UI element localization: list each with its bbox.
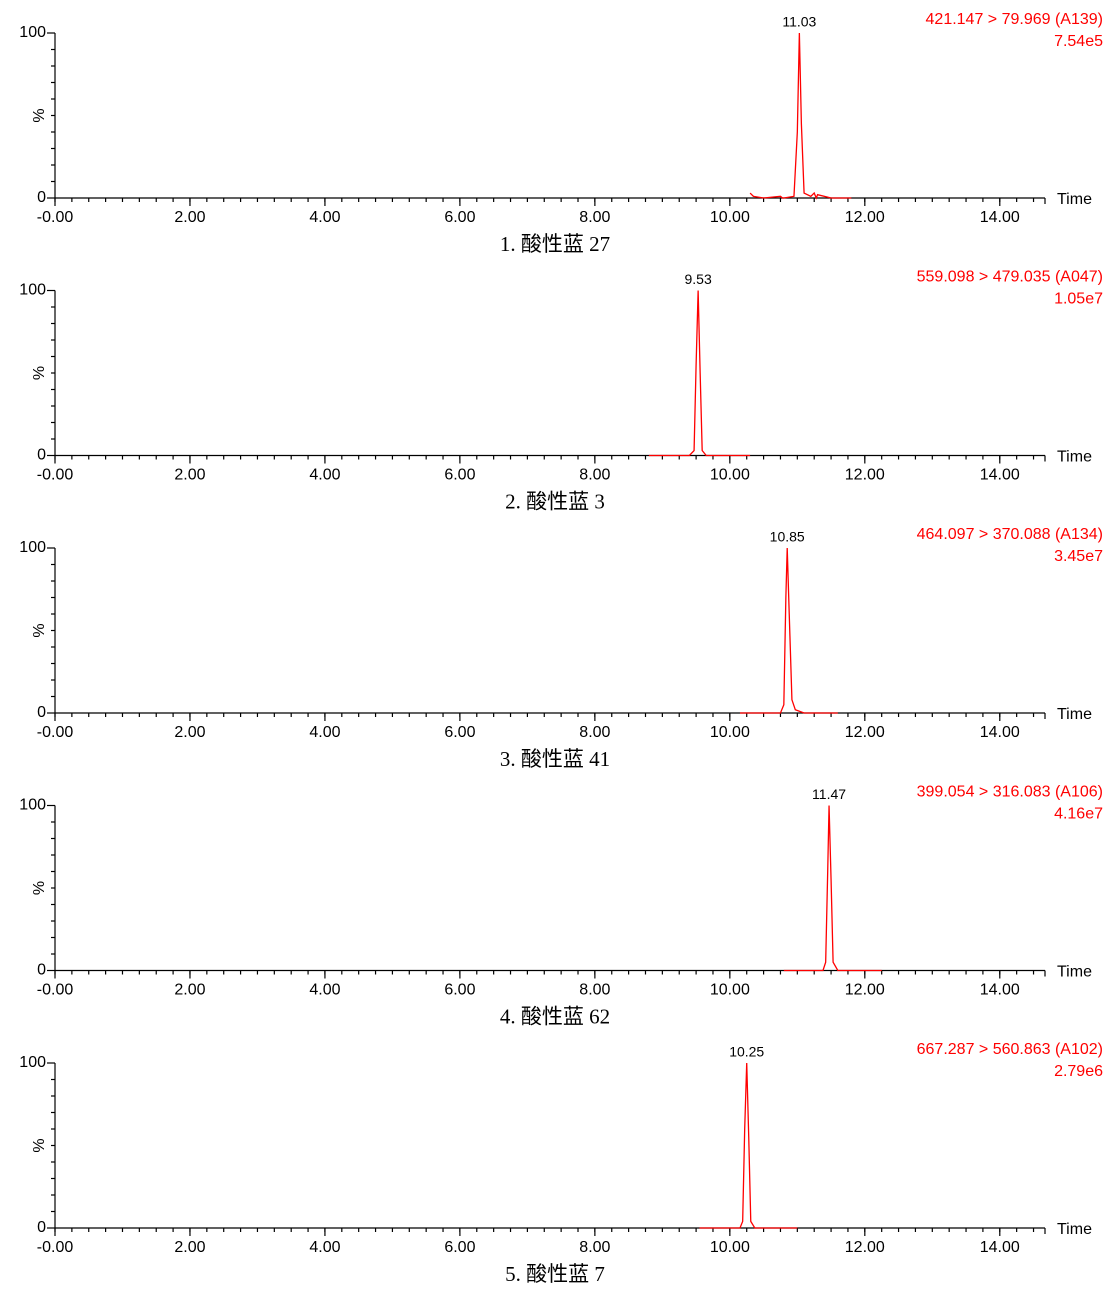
transition: 559.098 > 479.035 (A047) (917, 269, 1103, 286)
chart-caption: 1. 酸性蓝 27 (500, 232, 610, 256)
x-tick-label: 8.00 (579, 209, 610, 226)
x-tick-label: 8.00 (579, 724, 610, 741)
y-axis-label: % (31, 366, 48, 380)
x-tick-label: 10.00 (710, 982, 750, 999)
x-tick-label: 8.00 (579, 982, 610, 999)
peak-label: 10.25 (729, 1044, 764, 1060)
x-tick-label: 14.00 (980, 982, 1020, 999)
trace (648, 290, 751, 457)
x-tick-label: 4.00 (309, 1239, 340, 1256)
x-tick-label: -0.00 (37, 209, 74, 226)
y-tick-label: 100 (19, 282, 46, 299)
peak-label: 9.53 (685, 271, 712, 287)
x-tick-label: 4.00 (309, 467, 340, 484)
y-axis-label: % (31, 108, 48, 122)
x-tick-label: 4.00 (309, 982, 340, 999)
x-tick-label: 14.00 (980, 724, 1020, 741)
trace (699, 1062, 798, 1229)
trace (783, 805, 882, 972)
y-tick-label: 100 (19, 797, 46, 814)
trace (739, 547, 838, 714)
x-tick-label: 14.00 (980, 1239, 1020, 1256)
x-tick-label: 12.00 (845, 209, 885, 226)
x-tick-label: 6.00 (444, 1239, 475, 1256)
intensity: 4.16e7 (1054, 806, 1103, 823)
chart-caption: 4. 酸性蓝 62 (500, 1004, 610, 1028)
x-axis-label: Time (1057, 1221, 1092, 1238)
peak-label: 10.85 (770, 529, 805, 545)
x-tick-label: 4.00 (309, 724, 340, 741)
y-tick-label: 0 (37, 704, 46, 721)
x-axis-label: Time (1057, 191, 1092, 208)
x-tick-label: 10.00 (710, 467, 750, 484)
x-tick-label: 2.00 (174, 1239, 205, 1256)
x-tick-label: 10.00 (710, 1239, 750, 1256)
x-tick-label: 8.00 (579, 467, 610, 484)
y-axis-label: % (31, 1138, 48, 1152)
x-tick-label: 10.00 (710, 209, 750, 226)
y-tick-label: 0 (37, 1219, 46, 1236)
x-tick-label: 2.00 (174, 982, 205, 999)
x-tick-label: 10.00 (710, 724, 750, 741)
y-tick-label: 0 (37, 447, 46, 464)
transition: 464.097 > 370.088 (A134) (917, 526, 1103, 543)
y-axis-label: % (31, 623, 48, 637)
chart-caption: 5. 酸性蓝 7 (505, 1262, 605, 1286)
x-tick-label: 12.00 (845, 467, 885, 484)
x-tick-label: -0.00 (37, 467, 74, 484)
x-tick-label: 12.00 (845, 982, 885, 999)
x-tick-label: 6.00 (444, 724, 475, 741)
x-tick-label: 8.00 (579, 1239, 610, 1256)
peak-label: 11.03 (782, 14, 816, 30)
chart-caption: 3. 酸性蓝 41 (500, 747, 610, 771)
chart-caption: 2. 酸性蓝 3 (505, 489, 605, 513)
x-tick-label: 4.00 (309, 209, 340, 226)
y-tick-label: 100 (19, 539, 46, 556)
x-tick-label: 6.00 (444, 467, 475, 484)
intensity: 1.05e7 (1054, 291, 1103, 308)
y-tick-label: 100 (19, 24, 46, 41)
intensity: 7.54e5 (1054, 33, 1103, 50)
y-tick-label: 0 (37, 962, 46, 979)
transition: 421.147 > 79.969 (A139) (926, 11, 1103, 28)
intensity: 2.79e6 (1054, 1063, 1103, 1080)
x-tick-label: 2.00 (174, 467, 205, 484)
transition: 667.287 > 560.863 (A102) (917, 1041, 1103, 1058)
transition: 399.054 > 316.083 (A106) (917, 784, 1103, 801)
y-tick-label: 100 (19, 1054, 46, 1071)
x-tick-label: 14.00 (980, 467, 1020, 484)
x-tick-label: -0.00 (37, 1239, 74, 1256)
x-axis-label: Time (1057, 706, 1092, 723)
x-tick-label: 12.00 (845, 724, 885, 741)
x-tick-label: -0.00 (37, 982, 74, 999)
y-axis-label: % (31, 881, 48, 895)
x-tick-label: 6.00 (444, 209, 475, 226)
peak-label: 11.47 (812, 786, 846, 802)
x-axis-label: Time (1057, 449, 1092, 466)
x-tick-label: 14.00 (980, 209, 1020, 226)
intensity: 3.45e7 (1054, 548, 1103, 565)
x-tick-label: 6.00 (444, 982, 475, 999)
x-tick-label: 2.00 (174, 209, 205, 226)
x-tick-label: 12.00 (845, 1239, 885, 1256)
y-tick-label: 0 (37, 189, 46, 206)
x-axis-label: Time (1057, 964, 1092, 981)
x-tick-label: 2.00 (174, 724, 205, 741)
trace (749, 32, 852, 200)
x-tick-label: -0.00 (37, 724, 74, 741)
